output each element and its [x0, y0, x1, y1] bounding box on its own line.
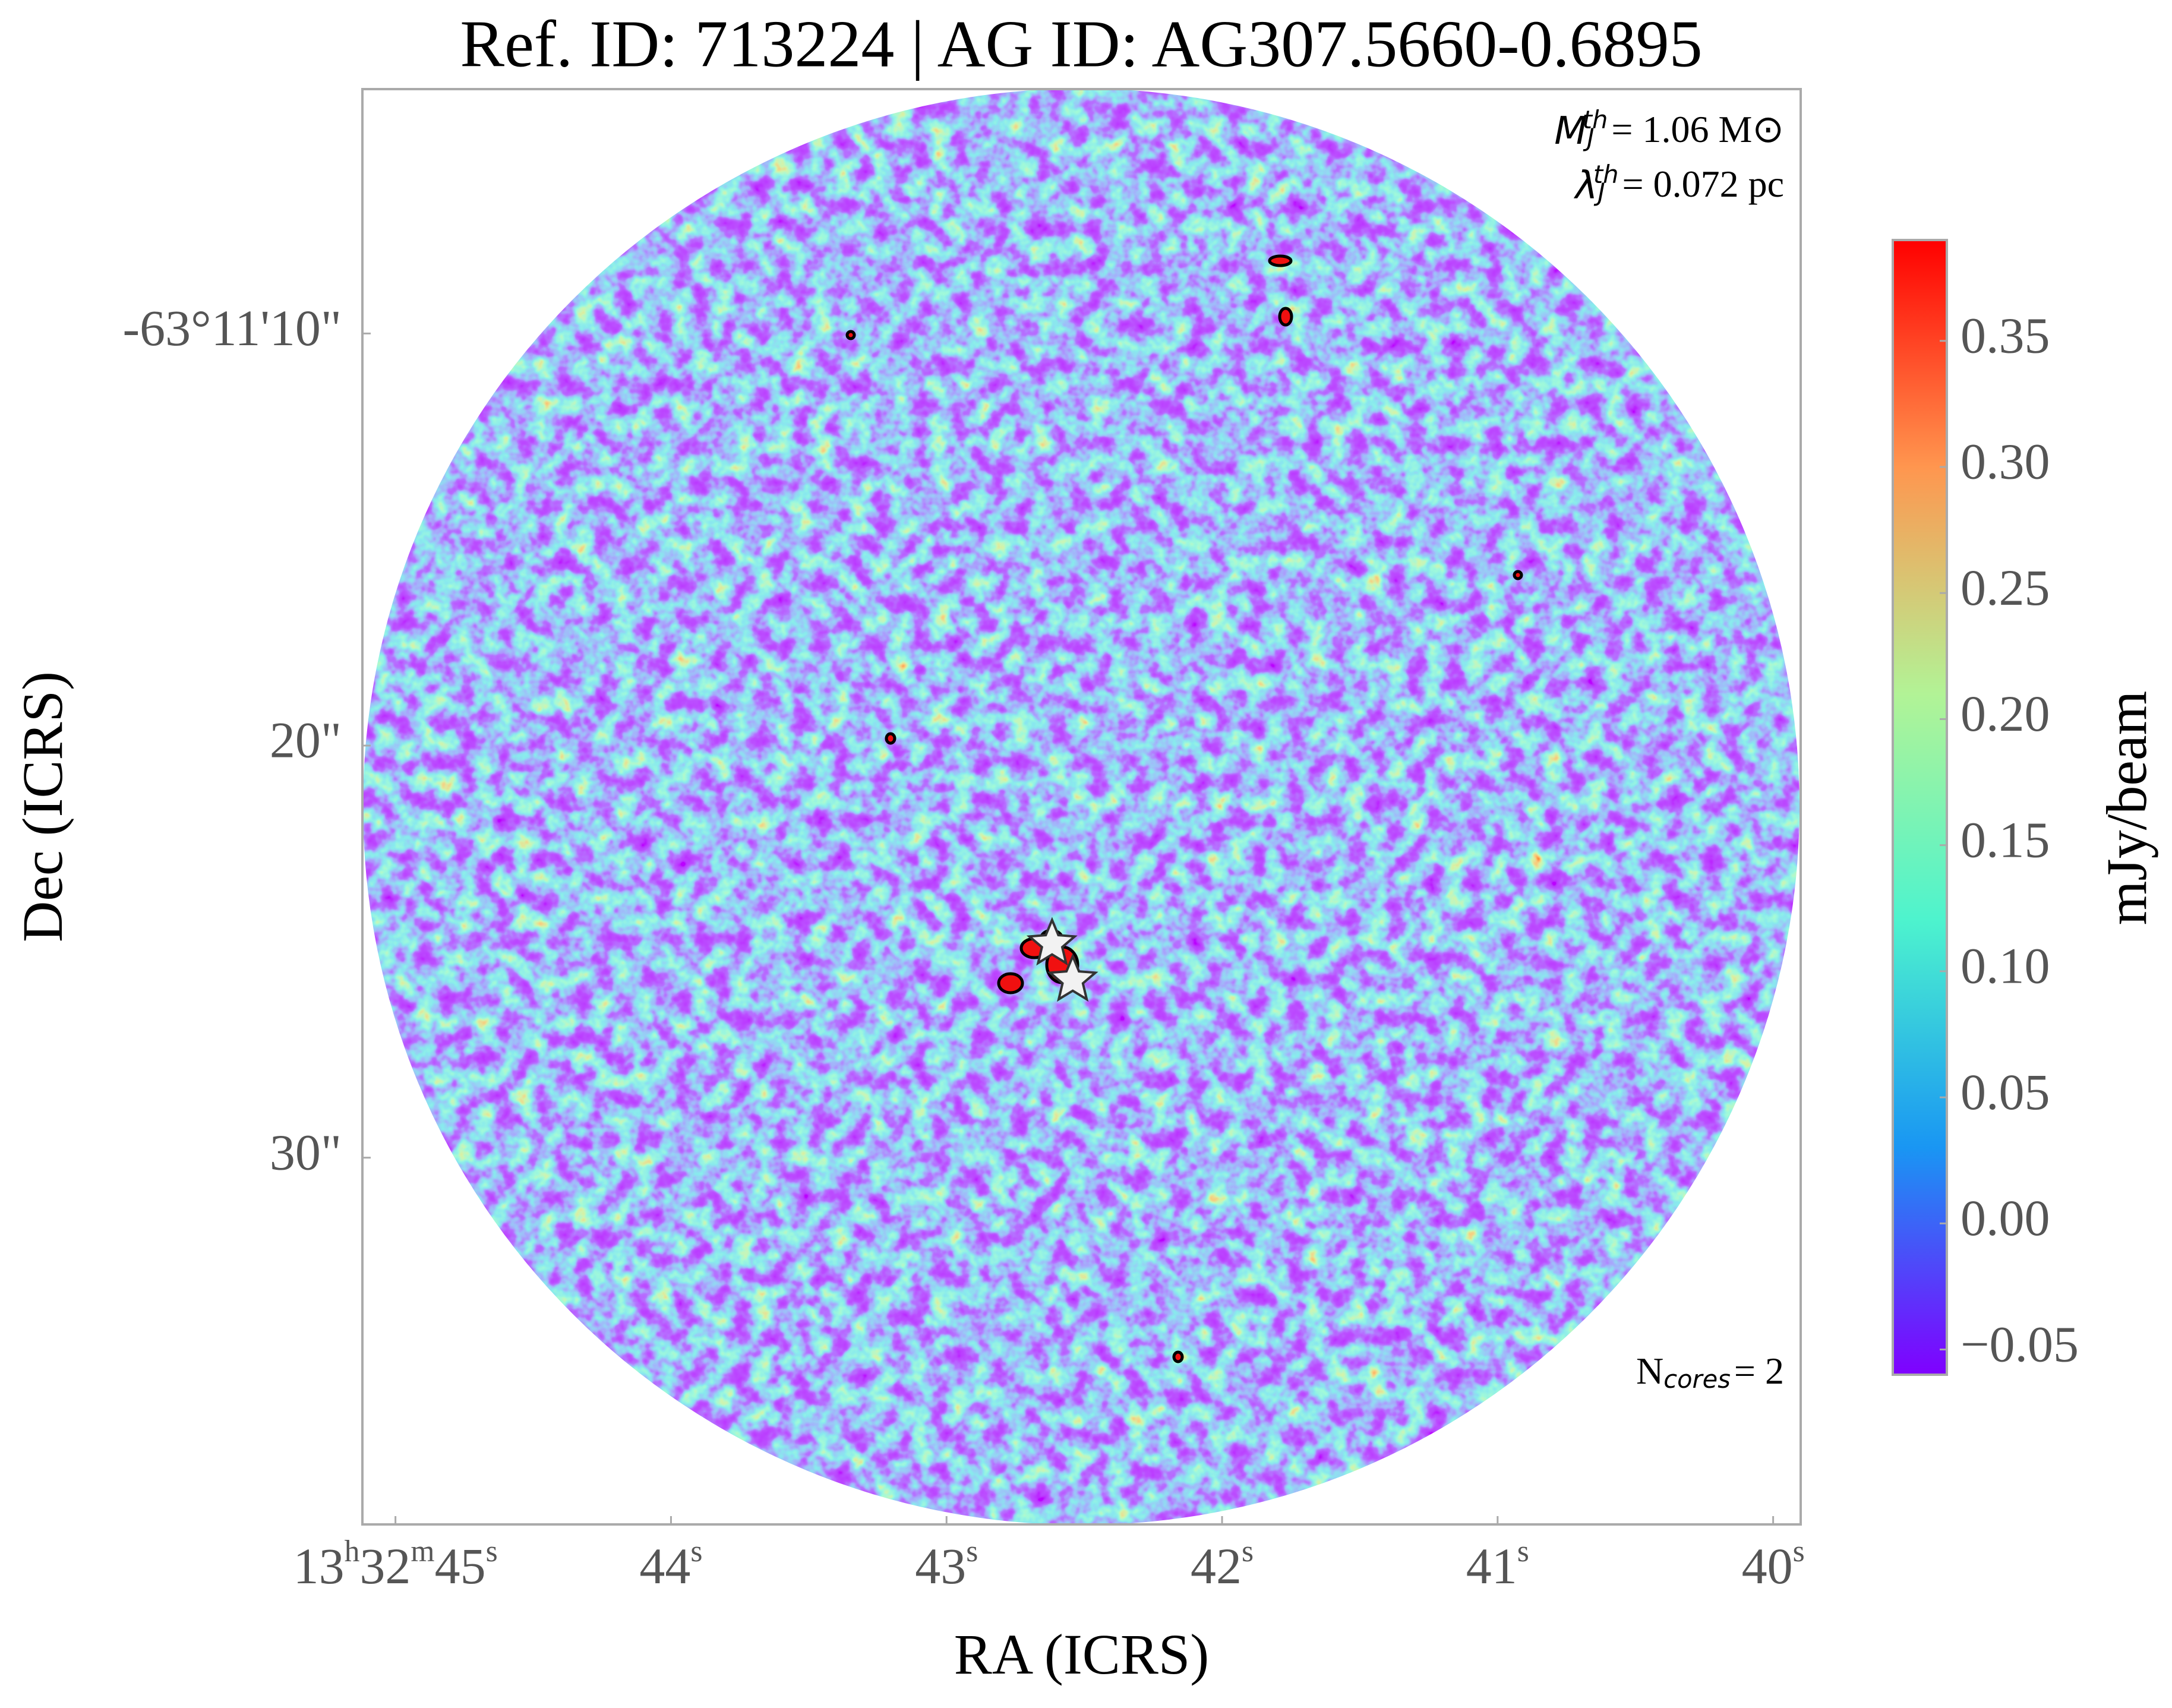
- colorbar-tick-label: 0.00: [1961, 1189, 2050, 1246]
- annotation-symbol: λ: [1574, 164, 1598, 208]
- colorbar-tick-label: 0.15: [1961, 811, 2050, 868]
- x-tick-label: 13h32m45s: [293, 1535, 498, 1594]
- blob: [1278, 307, 1293, 327]
- colorbar-tick-label: 0.30: [1961, 433, 2050, 490]
- colorbar-tick-label: 0.10: [1961, 937, 2050, 995]
- plot-frame: [361, 88, 1802, 1526]
- colorbar-tick-label: 0.20: [1961, 685, 2050, 742]
- x-tick-label: 43s: [915, 1535, 978, 1594]
- blob: [1513, 570, 1523, 580]
- annotation: Ncores= 2: [1636, 1350, 1784, 1394]
- core-marker: [1026, 917, 1078, 966]
- x-tick-label: 41s: [1466, 1535, 1529, 1594]
- intensity-map: [363, 89, 1800, 1524]
- annotation-sup: th: [1593, 160, 1619, 189]
- x-tick-label: 42s: [1191, 1535, 1254, 1594]
- colorbar-tick-label: 0.35: [1961, 307, 2050, 364]
- colorbar-label: mJy/beam: [2095, 691, 2158, 926]
- core-marker: [1047, 953, 1098, 1002]
- annotation-text: = 0.072 pc: [1622, 163, 1785, 205]
- blob: [997, 972, 1024, 995]
- annotation-symbol: M: [1554, 109, 1587, 153]
- colorbar-tick-label: −0.05: [1961, 1315, 2079, 1372]
- annotation: MJth= 1.06 M⊙: [1554, 105, 1784, 153]
- chart-title: Ref. ID: 713224 | AG ID: AG307.5660-0.68…: [460, 8, 1702, 81]
- blob: [845, 330, 856, 340]
- blob: [885, 732, 896, 745]
- x-tick-label: 44s: [639, 1535, 702, 1594]
- blob: [1268, 254, 1293, 267]
- annotation-text: = 1.06 M⊙: [1611, 108, 1784, 150]
- colorbar-tick-label: 0.25: [1961, 559, 2050, 616]
- annotation-text: = 2: [1734, 1350, 1784, 1392]
- y-tick-label: 20": [270, 712, 342, 769]
- x-axis-label: RA (ICRS): [954, 1622, 1209, 1686]
- colorbar-tick-label: 0.05: [1961, 1063, 2050, 1120]
- annotation-sup: th: [1583, 105, 1608, 134]
- annotation-symbol: N: [1636, 1350, 1663, 1392]
- y-tick-label: 30": [270, 1123, 342, 1180]
- colorbar: [1892, 239, 1948, 1376]
- annotation-sub: cores: [1663, 1365, 1731, 1394]
- x-tick-label: 40s: [1742, 1535, 1805, 1594]
- annotation: λJth= 0.072 pc: [1574, 160, 1784, 207]
- y-axis-label: Dec (ICRS): [11, 671, 74, 942]
- y-tick-label: -63°11'10": [123, 299, 342, 356]
- blob: [1172, 1350, 1184, 1363]
- image-disk: [363, 89, 1800, 1524]
